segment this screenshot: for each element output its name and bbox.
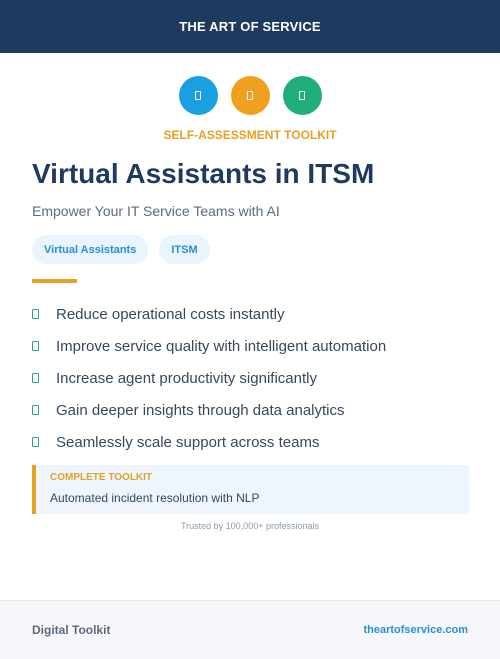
check-icon — [32, 405, 39, 415]
document-icon-green — [282, 76, 322, 115]
document-icon — [299, 91, 305, 100]
brand-name: THE ART OF SERVICE — [179, 19, 321, 34]
feature-list: Reduce operational costs instantly Impro… — [32, 298, 386, 458]
list-item: Increase agent productivity significantl… — [32, 362, 386, 394]
list-item: Reduce operational costs instantly — [32, 298, 386, 330]
tag-itsm[interactable]: ITSM — [159, 235, 210, 264]
top-banner: THE ART OF SERVICE — [0, 0, 500, 53]
website-link[interactable]: theartofservice.com — [363, 624, 468, 636]
document-icon-orange — [230, 76, 270, 115]
feature-text: Seamlessly scale support across teams — [56, 433, 320, 451]
tag-list: Virtual Assistants ITSM — [32, 235, 210, 264]
trusted-note: Trusted by 100,000+ professionals — [180, 521, 319, 531]
accent-divider — [32, 279, 77, 283]
toolkit-callout: COMPLETE TOOLKIT Automated incident reso… — [32, 465, 469, 514]
document-icon — [195, 91, 201, 100]
kicker-label: SELF-ASSESSMENT TOOLKIT — [163, 128, 337, 142]
footer: Digital Toolkit theartofservice.com — [0, 600, 500, 659]
footer-label: Digital Toolkit — [32, 623, 111, 637]
document-icon — [247, 91, 253, 100]
document-icon-blue — [178, 76, 218, 115]
tag-virtual-assistants[interactable]: Virtual Assistants — [32, 235, 149, 264]
feature-text: Gain deeper insights through data analyt… — [56, 401, 345, 419]
check-icon — [32, 309, 39, 319]
page-title: Virtual Assistants in ITSM — [32, 158, 375, 189]
list-item: Improve service quality with intelligent… — [32, 330, 386, 362]
callout-label: COMPLETE TOOLKIT — [50, 472, 153, 483]
icon-row — [0, 76, 500, 115]
feature-text: Reduce operational costs instantly — [56, 305, 285, 323]
list-item: Seamlessly scale support across teams — [32, 426, 386, 458]
list-item: Gain deeper insights through data analyt… — [32, 394, 386, 426]
check-icon — [32, 437, 39, 447]
callout-text: Automated incident resolution with NLP — [50, 491, 260, 505]
feature-text: Improve service quality with intelligent… — [56, 337, 387, 355]
check-icon — [32, 341, 39, 351]
check-icon — [32, 373, 39, 383]
page-subtitle: Empower Your IT Service Teams with AI — [32, 203, 280, 219]
feature-text: Increase agent productivity significantl… — [56, 369, 317, 387]
